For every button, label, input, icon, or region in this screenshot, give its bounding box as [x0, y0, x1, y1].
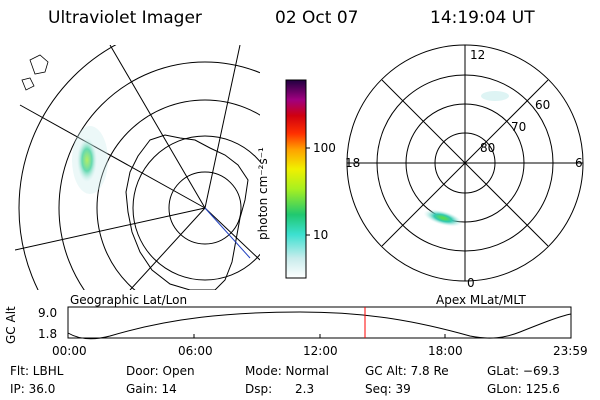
geographic-map — [15, 45, 260, 290]
info-glon: GLon: 125.6 — [487, 382, 560, 396]
timeline-xtick-0600: 06:00 — [178, 344, 213, 358]
aurora-haze-left — [72, 126, 108, 194]
aurora-haze-right — [481, 91, 509, 101]
apex-polar-grid — [346, 44, 584, 282]
date-label: 02 Oct 07 — [275, 8, 359, 28]
time-label: 14:19:04 UT — [430, 8, 535, 28]
mlat-label-60: 60 — [535, 98, 551, 112]
colorbar-unit-label: photon cm⁻²s⁻¹ — [256, 147, 270, 240]
info-dsp: Dsp: 2.3 — [245, 382, 315, 396]
info-filter: Flt: LBHL — [10, 364, 64, 378]
info-seq: Seq: 39 — [365, 382, 411, 396]
info-glat: GLat: −69.3 — [487, 364, 560, 378]
mlt-label-6: 6 — [575, 156, 583, 170]
geographic-caption: Geographic Lat/Lon — [70, 293, 188, 307]
info-mode: Mode: Normal — [245, 364, 329, 378]
timeline-xticks — [67, 334, 572, 338]
timeline-xtick-1800: 18:00 — [428, 344, 463, 358]
colorbar-tick-100: 100 — [313, 141, 336, 155]
aurora-spot-right — [423, 209, 463, 227]
apex-caption: Apex MLat/MLT — [436, 293, 526, 307]
instrument-title: Ultraviolet Imager — [48, 8, 202, 28]
timeline-plot-frame — [67, 306, 572, 339]
colorbar-ticks — [306, 147, 310, 236]
mlt-label-0: 0 — [467, 276, 475, 290]
timeline-xtick-0000: 00:00 — [52, 344, 87, 358]
timeline-ylabel: GC Alt — [4, 306, 18, 344]
info-gain: Gain: 14 — [126, 382, 177, 396]
colorbar-tick-10: 10 — [313, 228, 329, 242]
timeline-ytick-1-8: 1.8 — [38, 327, 58, 341]
mlat-label-70: 70 — [511, 120, 527, 134]
gc-altitude-curve — [67, 311, 572, 340]
info-door: Door: Open — [126, 364, 195, 378]
timeline-xtick-1200: 12:00 — [303, 344, 338, 358]
mlt-label-18: 18 — [345, 156, 361, 170]
info-ip: IP: 36.0 — [10, 382, 56, 396]
mlat-label-80: 80 — [480, 141, 496, 155]
colorbar — [285, 79, 307, 279]
aurora-spot-left — [77, 138, 97, 182]
info-gc-alt: GC Alt: 7.8 Re — [365, 364, 449, 378]
timeline-xtick-2359: 23:59 — [553, 344, 588, 358]
timeline-ytick-9: 9.0 — [38, 306, 58, 320]
mlt-label-12: 12 — [470, 48, 486, 62]
